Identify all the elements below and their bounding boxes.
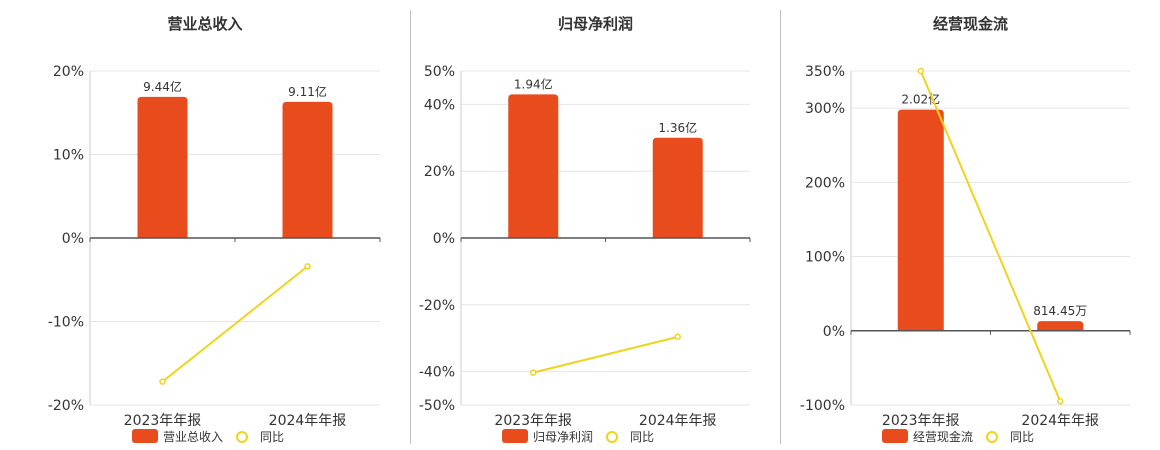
legend-line-label: 同比 xyxy=(260,429,285,444)
line-series-path xyxy=(919,70,1062,402)
y-tick-label: 10% xyxy=(53,148,84,164)
bar-value-label: 1.36亿 xyxy=(658,120,697,135)
legend-bar-label: 归母净利润 xyxy=(533,429,594,444)
legend-line-label: 同比 xyxy=(1010,429,1035,444)
line-point xyxy=(674,333,681,341)
x-tick-label: 2023年年报 xyxy=(882,413,960,429)
bar-value-label: 9.44亿 xyxy=(143,79,182,94)
x-tick-label: 2023年年报 xyxy=(494,413,572,429)
bar xyxy=(282,101,333,239)
legend-line-label: 同比 xyxy=(630,429,655,444)
legend-item-bar[interactable]: 归母净利润 xyxy=(502,428,593,445)
x-tick-label: 2024年年报 xyxy=(269,413,347,429)
legend-item-line[interactable]: 同比 xyxy=(979,428,1034,445)
chart-panel-cash-flow: 经营现金流 350% 300% 200% 100% 0% -100% 2.02亿 814.45… xyxy=(781,0,1160,450)
y-tick-label: 0% xyxy=(433,231,455,247)
legend-bar-label: 营业总收入 xyxy=(163,429,224,444)
bar xyxy=(137,96,188,238)
chart-legend: 归母净利润 同比 xyxy=(502,427,654,445)
chart-plot-cash-flow: 350%300%200%100%0%-100%2.02亿814.45万2023年… xyxy=(800,64,1131,429)
chart-panel-revenue: 营业总收入 20% 10% 0% -10% -20% 9.44亿 9.11亿 2023年年报 2… xyxy=(0,0,410,450)
legend-bar-swatch xyxy=(132,429,158,443)
legend-item-bar[interactable]: 经营现金流 xyxy=(882,428,973,445)
y-tick-label: -50% xyxy=(419,398,455,414)
y-tick-label: 20% xyxy=(53,64,84,80)
bar-value-label: 9.11亿 xyxy=(288,84,327,99)
y-tick-label: 300% xyxy=(805,101,845,117)
chart-plot-revenue: 20% 10% 0% -10% -20% 9.44亿 9.11亿 2023年年报 2024年年报 xyxy=(48,64,381,429)
chart-title: 营业总收入 xyxy=(167,15,243,33)
line-point xyxy=(159,378,166,385)
legend-bar-label: 经营现金流 xyxy=(913,429,974,444)
chart-legend: 营业总收入 同比 xyxy=(132,427,284,445)
bar xyxy=(508,94,559,238)
line-series-path xyxy=(533,335,678,374)
legend-item-line[interactable]: 同比 xyxy=(599,428,654,445)
chart-title: 经营现金流 xyxy=(932,15,1008,33)
legend-line-swatch xyxy=(229,429,255,443)
y-tick-label: 100% xyxy=(805,250,845,266)
legend-bar-swatch xyxy=(882,429,908,443)
panel-divider xyxy=(780,10,781,444)
y-tick-label: 40% xyxy=(424,97,455,113)
line-point xyxy=(1057,398,1064,405)
y-tick-label: 200% xyxy=(805,175,845,191)
y-tick-label: 50% xyxy=(424,64,455,80)
bar-value-label: 814.45万 xyxy=(1033,304,1087,318)
legend-line-swatch xyxy=(979,429,1005,443)
legend-bar-swatch xyxy=(502,429,528,443)
chart-panel-net-profit: 归母净利润 50% 40% 20% 0% -20% -40% -50% 1.94亿 1.36亿 2… xyxy=(411,0,780,450)
bar xyxy=(652,137,703,238)
chart-legend: 经营现金流 同比 xyxy=(882,427,1034,445)
panel-divider xyxy=(410,10,411,444)
legend-line-swatch xyxy=(599,429,625,443)
chart-title: 归母净利润 xyxy=(557,15,633,33)
line-series-path xyxy=(161,265,309,383)
chart-plot-net-profit: 50% 40% 20% 0% -20% -40% -50% 1.94亿 1.36亿 2023年年报… xyxy=(419,64,751,429)
legend-item-bar[interactable]: 营业总收入 xyxy=(132,428,223,445)
x-tick-label: 2024年年报 xyxy=(639,413,717,429)
bar xyxy=(1037,321,1084,331)
y-tick-label: -40% xyxy=(419,365,455,381)
y-tick-label: -100% xyxy=(800,398,845,414)
line-point xyxy=(530,369,537,376)
y-tick-label: 0% xyxy=(62,231,84,247)
x-tick-label: 2024年年报 xyxy=(1021,413,1099,429)
legend-item-line[interactable]: 同比 xyxy=(229,428,284,445)
y-tick-label: -20% xyxy=(48,398,84,414)
y-tick-label: -20% xyxy=(419,298,455,314)
x-tick-label: 2023年年报 xyxy=(124,413,202,429)
y-tick-label: 20% xyxy=(424,164,455,180)
line-point xyxy=(917,67,924,75)
y-tick-label: 0% xyxy=(823,324,845,340)
bar xyxy=(897,109,944,331)
y-tick-label: -10% xyxy=(48,315,84,331)
bar-value-label: 1.94亿 xyxy=(514,76,553,91)
line-point xyxy=(304,263,311,270)
y-tick-label: 350% xyxy=(805,64,845,80)
